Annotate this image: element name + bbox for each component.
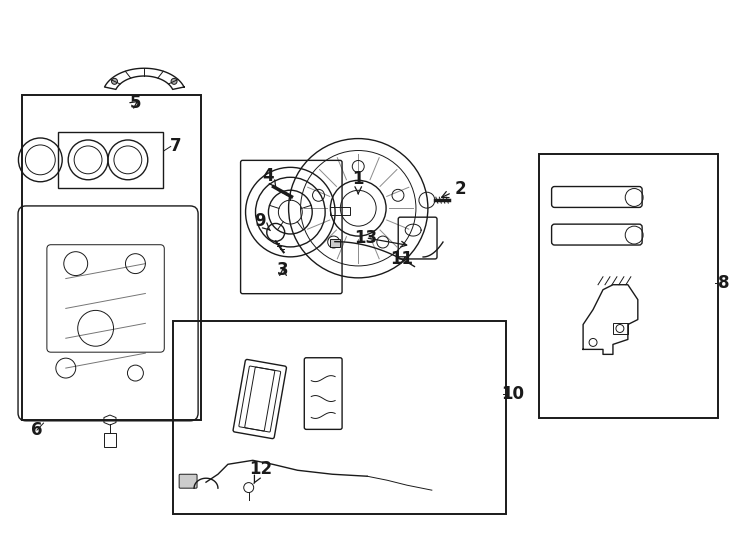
Bar — [613, 322, 628, 334]
Text: 1: 1 — [352, 170, 364, 194]
Bar — [22, 96, 201, 421]
Circle shape — [171, 78, 177, 84]
Bar — [104, 433, 116, 447]
Bar — [330, 207, 350, 215]
Text: 12: 12 — [250, 460, 272, 483]
Bar — [58, 132, 163, 188]
FancyBboxPatch shape — [179, 474, 197, 488]
Bar — [173, 321, 506, 515]
Text: 8: 8 — [718, 274, 729, 293]
Text: 13: 13 — [354, 229, 377, 247]
Text: 10: 10 — [501, 384, 525, 402]
Text: 5: 5 — [130, 94, 141, 112]
Text: 11: 11 — [390, 249, 413, 267]
Text: 4: 4 — [263, 167, 276, 188]
Bar — [330, 239, 340, 247]
Text: 2: 2 — [442, 180, 466, 198]
Text: 7: 7 — [170, 138, 181, 156]
Text: 3: 3 — [277, 261, 289, 279]
Circle shape — [112, 78, 117, 84]
Text: 9: 9 — [254, 212, 270, 231]
Bar — [539, 154, 718, 418]
Text: 6: 6 — [31, 421, 43, 439]
